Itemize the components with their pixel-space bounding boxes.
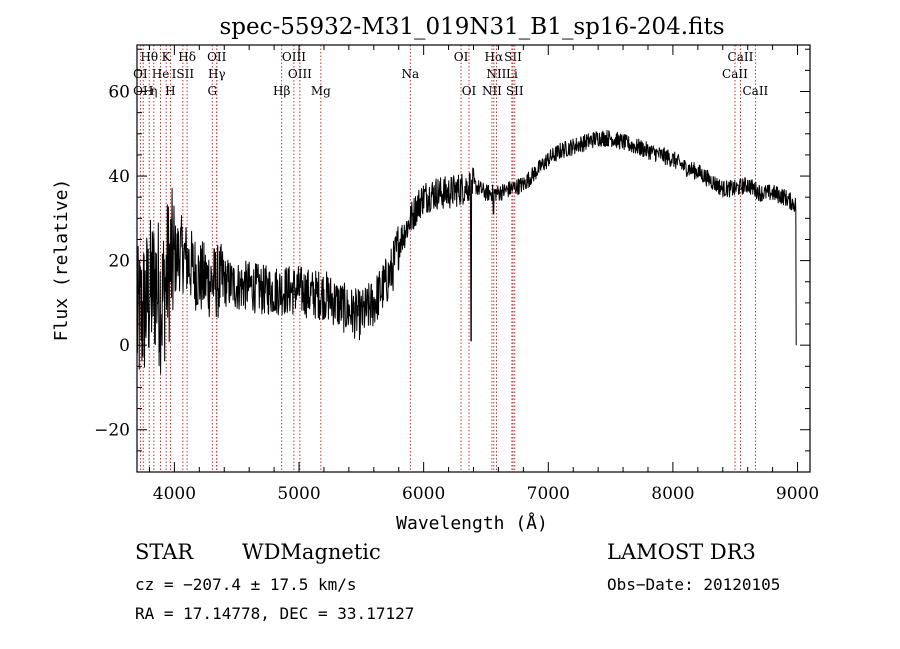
x-tick-label: 4000 <box>153 484 196 504</box>
line-marker-label: Na <box>401 67 419 81</box>
y-tick-label: 20 <box>108 252 130 272</box>
object-class: STAR <box>135 540 194 564</box>
line-marker-label: SII <box>504 50 522 64</box>
object-subclass: WDMagnetic <box>242 540 381 564</box>
x-axis: 4000 5000 6000 7000 8000 9000 <box>148 45 819 504</box>
line-marker-label: OH <box>133 84 153 98</box>
line-marker-label: Li <box>506 67 518 81</box>
line-marker-label: Hγ <box>208 67 226 81</box>
chart-title: spec-55932-M31_019N31_B1_sp16-204.fits <box>219 14 724 40</box>
line-marker-label: Hβ <box>273 84 290 98</box>
line-marker-label: OI <box>454 50 469 64</box>
line-marker-label: OI <box>133 67 148 81</box>
y-tick-label: 60 <box>108 83 130 103</box>
line-marker-label: ISII <box>172 67 195 81</box>
x-tick-label: 7000 <box>527 484 570 504</box>
x-axis-label: Wavelength (Å) <box>396 512 548 534</box>
line-marker-label: NII <box>482 84 502 98</box>
line-marker-label: Hδ <box>178 50 196 64</box>
line-marker-label: η <box>150 84 157 98</box>
line-marker-label: SII <box>506 84 524 98</box>
y-axis: −20 0 20 40 60 <box>94 48 810 473</box>
x-tick-label: 5000 <box>277 484 320 504</box>
line-marker-label: K <box>162 50 172 64</box>
line-marker-label: OIII <box>288 67 312 81</box>
line-marker-label: OIII <box>282 50 306 64</box>
spectrum-line <box>136 130 797 374</box>
line-marker-label: He <box>152 67 170 81</box>
y-tick-label: 0 <box>119 336 130 356</box>
line-marker-label: Hα <box>485 50 504 64</box>
x-tick-label: 8000 <box>651 484 694 504</box>
survey-name: LAMOST DR3 <box>607 540 756 564</box>
y-axis-label: Flux (relative) <box>51 179 72 342</box>
plot-frame <box>136 44 811 473</box>
line-marker-label: CaII <box>722 67 748 81</box>
obs-date-text: Obs−Date: 20120105 <box>607 575 780 594</box>
line-marker-label: NII <box>486 67 506 81</box>
coords-text: RA = 17.14778, DEC = 33.17127 <box>135 604 414 623</box>
line-marker-label: CaII <box>728 50 754 64</box>
spectrum-layer <box>136 130 797 374</box>
x-tick-label: 9000 <box>776 484 819 504</box>
line-marker-label: G <box>207 84 217 98</box>
velocity-text: cz = −207.4 ± 17.5 km/s <box>135 575 357 594</box>
y-tick-label: −20 <box>94 421 130 441</box>
line-marker-label: Mg <box>311 84 331 98</box>
line-marker-label: OI <box>462 84 477 98</box>
line-marker-label: CaII <box>742 84 768 98</box>
x-tick-label: 6000 <box>402 484 445 504</box>
y-tick-label: 40 <box>108 167 130 187</box>
line-marker-label: H <box>165 84 175 98</box>
